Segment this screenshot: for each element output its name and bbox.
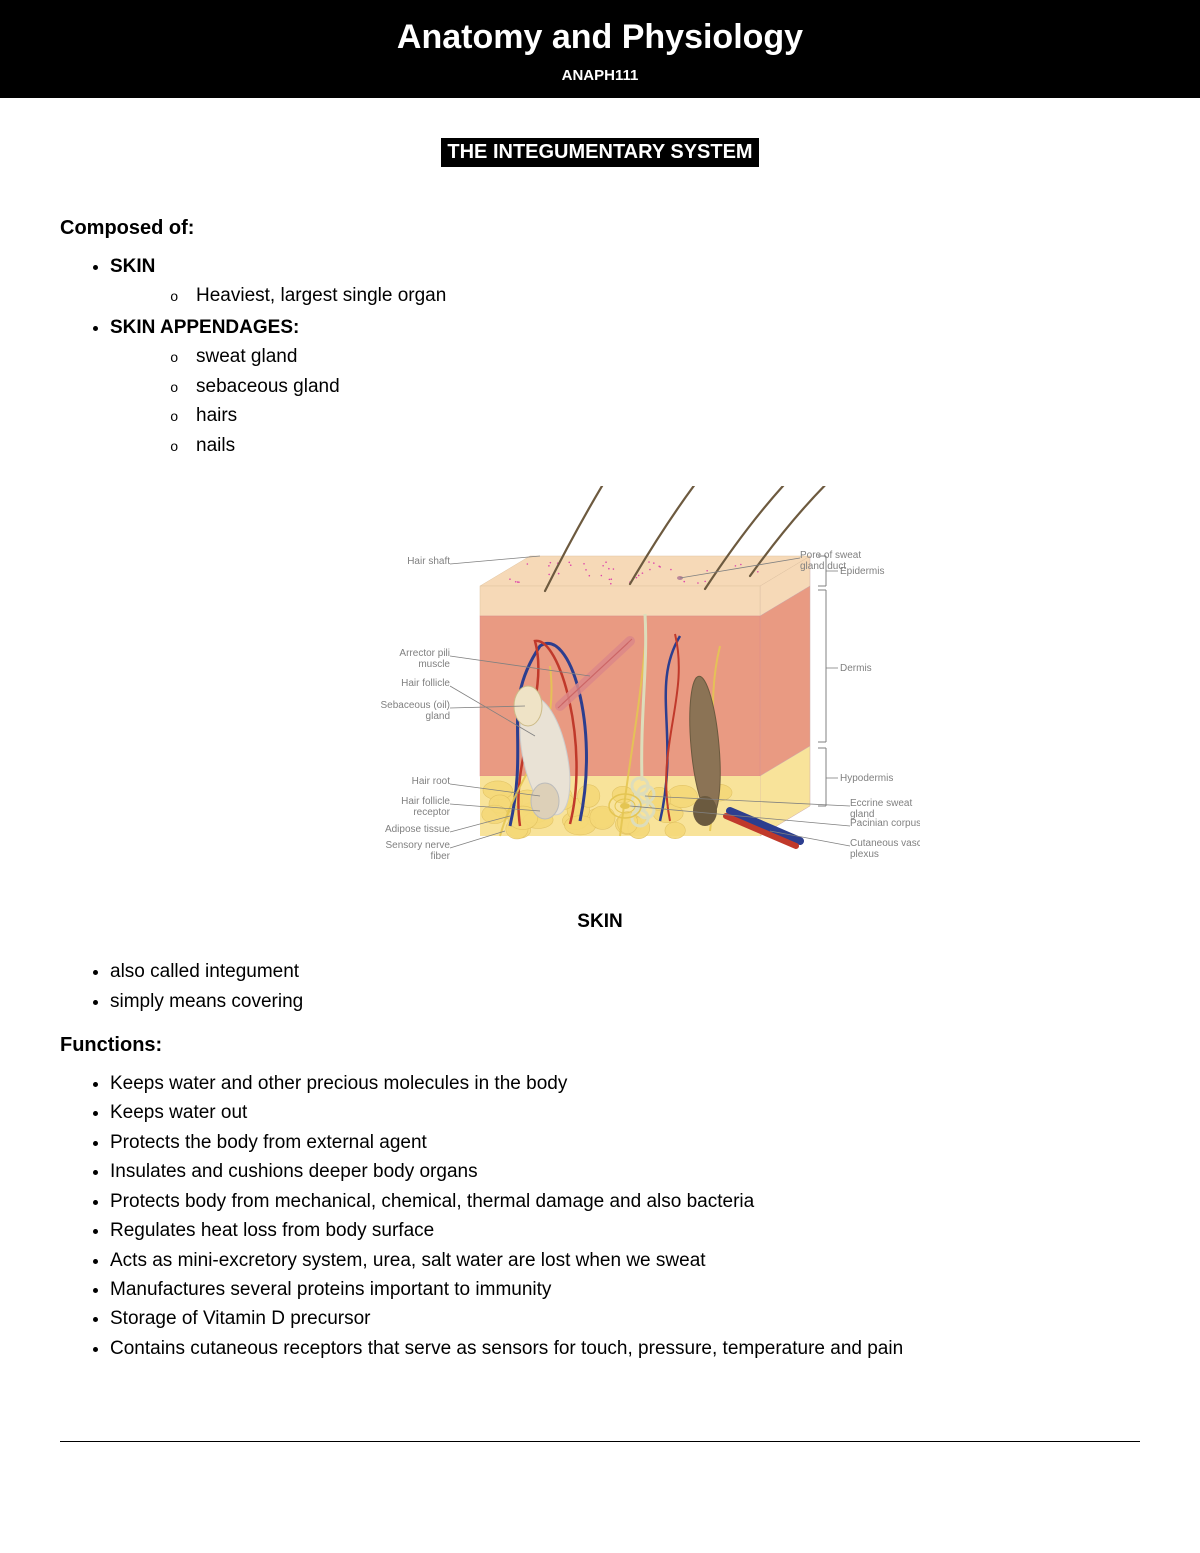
svg-text:Cutaneous vascular: Cutaneous vascular bbox=[850, 838, 920, 849]
svg-text:Eccrine sweat: Eccrine sweat bbox=[850, 798, 912, 809]
page-content: THE INTEGUMENTARY SYSTEM Composed of: SK… bbox=[0, 98, 1200, 1411]
skin-diagram: Hair shaft Arrector pilimuscle Hair follic… bbox=[280, 486, 920, 886]
skin-diagram-wrap: Hair shaft Arrector pilimuscle Hair follic… bbox=[60, 486, 1140, 891]
skin-intro-item: simply means covering bbox=[110, 987, 1140, 1016]
composed-item: SKIN Heaviest, largest single organ bbox=[110, 252, 1140, 311]
function-item: Contains cutaneous receptors that serve … bbox=[110, 1334, 1140, 1363]
function-item: Protects body from mechanical, chemical,… bbox=[110, 1187, 1140, 1216]
footer-rule bbox=[60, 1441, 1140, 1442]
skin-intro-list: also called integumentsimply means cover… bbox=[110, 957, 1140, 1016]
composed-item-label: SKIN bbox=[110, 256, 155, 277]
function-item: Keeps water and other precious molecules… bbox=[110, 1069, 1140, 1098]
svg-text:muscle: muscle bbox=[418, 659, 450, 670]
function-item: Acts as mini-excretory system, urea, sal… bbox=[110, 1246, 1140, 1275]
skin-intro-item: also called integument bbox=[110, 957, 1140, 986]
composed-subitem: sweat gland bbox=[170, 342, 1140, 371]
functions-list: Keeps water and other precious molecules… bbox=[110, 1069, 1140, 1363]
composed-item-label: SKIN APPENDAGES: bbox=[110, 317, 299, 338]
svg-text:Adipose tissue: Adipose tissue bbox=[385, 824, 450, 835]
svg-text:Sebaceous (oil): Sebaceous (oil) bbox=[381, 700, 450, 711]
svg-text:Hair root: Hair root bbox=[412, 776, 451, 787]
composed-subitem: hairs bbox=[170, 401, 1140, 430]
composed-list: SKIN Heaviest, largest single organ SKIN A… bbox=[110, 252, 1140, 460]
function-item: Regulates heat loss from body surface bbox=[110, 1216, 1140, 1245]
svg-text:Hair shaft: Hair shaft bbox=[407, 556, 450, 567]
svg-text:Pacinian corpuscle: Pacinian corpuscle bbox=[850, 818, 920, 829]
composed-sublist: sweat glandsebaceous glandhairsnails bbox=[170, 342, 1140, 460]
function-item: Manufactures several proteins important … bbox=[110, 1275, 1140, 1304]
header-title: Anatomy and Physiology bbox=[0, 18, 1200, 57]
function-item: Keeps water out bbox=[110, 1098, 1140, 1127]
composed-subitem: nails bbox=[170, 431, 1140, 460]
header-course-code: ANAPH111 bbox=[0, 67, 1200, 84]
svg-text:Dermis: Dermis bbox=[840, 663, 872, 674]
svg-text:Hypodermis: Hypodermis bbox=[840, 773, 893, 784]
section-title-wrap: THE INTEGUMENTARY SYSTEM bbox=[60, 138, 1140, 167]
svg-text:Hair follicle: Hair follicle bbox=[401, 678, 450, 689]
svg-text:plexus: plexus bbox=[850, 849, 879, 860]
skin-subheading: SKIN bbox=[60, 911, 1140, 933]
function-item: Insulates and cushions deeper body organ… bbox=[110, 1157, 1140, 1186]
functions-heading: Functions: bbox=[60, 1034, 1140, 1057]
svg-text:Pore of sweat: Pore of sweat bbox=[800, 550, 861, 561]
section-title: THE INTEGUMENTARY SYSTEM bbox=[441, 138, 758, 167]
composed-sublist: Heaviest, largest single organ bbox=[170, 281, 1140, 310]
svg-text:fiber: fiber bbox=[431, 851, 451, 862]
svg-text:Arrector pili: Arrector pili bbox=[399, 648, 450, 659]
composed-subitem: sebaceous gland bbox=[170, 372, 1140, 401]
composed-heading: Composed of: bbox=[60, 217, 1140, 240]
composed-item: SKIN APPENDAGES: sweat glandsebaceous gla… bbox=[110, 313, 1140, 460]
function-item: Storage of Vitamin D precursor bbox=[110, 1304, 1140, 1333]
svg-text:Hair follicle: Hair follicle bbox=[401, 796, 450, 807]
composed-subitem: Heaviest, largest single organ bbox=[170, 281, 1140, 310]
svg-text:receptor: receptor bbox=[413, 807, 450, 818]
function-item: Protects the body from external agent bbox=[110, 1128, 1140, 1157]
svg-text:gland: gland bbox=[426, 711, 450, 722]
svg-text:Epidermis: Epidermis bbox=[840, 566, 884, 577]
page-header: Anatomy and Physiology ANAPH111 bbox=[0, 0, 1200, 98]
svg-text:Sensory nerve: Sensory nerve bbox=[386, 840, 451, 851]
